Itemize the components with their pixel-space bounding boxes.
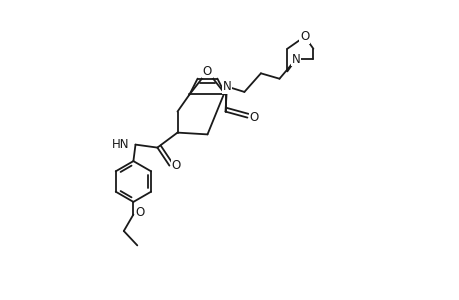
Text: HN: HN	[111, 138, 129, 151]
Text: O: O	[249, 111, 258, 124]
Text: O: O	[202, 65, 212, 78]
Text: O: O	[299, 30, 308, 43]
Text: N: N	[291, 53, 300, 66]
Text: O: O	[171, 159, 180, 172]
Text: N: N	[222, 80, 231, 93]
Text: O: O	[135, 206, 144, 220]
